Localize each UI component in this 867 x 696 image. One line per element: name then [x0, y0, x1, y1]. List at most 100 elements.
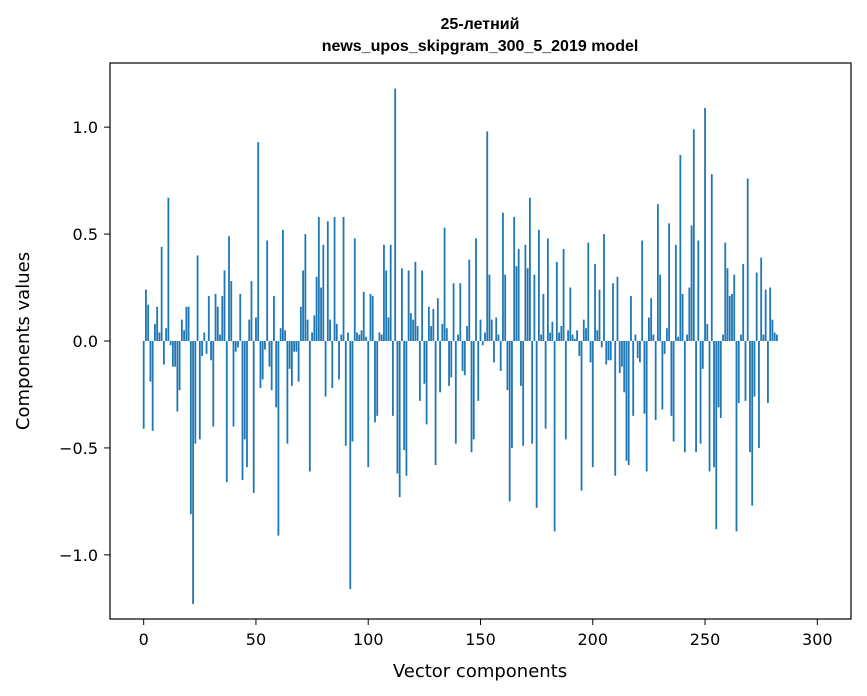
bar-105	[378, 332, 381, 341]
bar-254	[713, 341, 715, 468]
bar-42	[237, 341, 239, 348]
bar-7	[158, 332, 161, 341]
bar-138	[452, 283, 455, 341]
bar-28	[205, 341, 208, 354]
bar-163	[508, 341, 511, 502]
bar-211	[616, 276, 619, 341]
bar-256	[717, 341, 720, 408]
bar-203	[598, 289, 601, 341]
bar-155	[490, 319, 493, 341]
bar-61	[279, 328, 282, 341]
bar-3	[149, 341, 152, 382]
bar-252	[708, 341, 711, 472]
bar-142	[461, 341, 464, 371]
bar-209	[612, 283, 614, 341]
bar-74	[308, 341, 311, 472]
bar-231	[661, 341, 664, 410]
bar-199	[589, 341, 592, 363]
bar-54	[264, 341, 266, 350]
bar-27	[203, 332, 206, 341]
bar-103	[374, 341, 376, 423]
bar-191	[571, 334, 574, 341]
bar-58	[273, 296, 275, 341]
bar-80	[322, 244, 325, 341]
bar-166	[515, 266, 518, 341]
bar-78	[317, 216, 320, 341]
bar-107	[383, 244, 385, 341]
bar-261	[728, 296, 731, 341]
bar-109	[387, 317, 390, 341]
bar-92	[349, 341, 352, 590]
bar-8	[160, 246, 163, 341]
bar-21	[189, 341, 192, 515]
x-tick-label: 250	[690, 630, 721, 649]
bar-0	[142, 341, 145, 429]
bar-97	[360, 330, 363, 341]
bar-159	[499, 341, 502, 371]
bar-9	[162, 341, 165, 365]
bar-270	[749, 341, 751, 453]
bar-139	[454, 341, 457, 444]
chart-title: 25-летний	[441, 16, 520, 33]
bar-218	[632, 341, 635, 416]
bar-220	[636, 341, 639, 359]
bar-71	[302, 270, 305, 341]
bar-99	[365, 336, 367, 341]
bar-59	[275, 341, 278, 408]
bar-13	[171, 341, 174, 367]
bar-205	[603, 234, 605, 341]
bar-150	[479, 319, 482, 341]
bar-275	[760, 257, 763, 341]
bar-194	[578, 341, 581, 356]
bar-154	[488, 274, 491, 341]
bar-174	[533, 274, 536, 341]
bar-198	[587, 242, 590, 341]
bar-268	[744, 341, 747, 401]
bar-44	[241, 341, 244, 480]
bar-100	[367, 341, 370, 468]
y-tick-label: −1.0	[59, 546, 98, 565]
bar-216	[627, 341, 630, 466]
bar-39	[230, 281, 233, 341]
bar-259	[724, 242, 727, 341]
bar-4	[151, 341, 154, 431]
bar-50	[255, 317, 257, 341]
bar-24	[196, 255, 199, 341]
bar-60	[277, 341, 280, 536]
bar-189	[567, 330, 569, 341]
bar-201	[594, 264, 596, 341]
bar-263	[733, 274, 736, 341]
bar-6	[156, 306, 159, 341]
bar-148	[475, 238, 477, 341]
bar-265	[737, 341, 740, 404]
y-axis-title: Components values	[13, 252, 34, 430]
bar-118	[407, 270, 410, 341]
bar-190	[569, 287, 572, 341]
bar-32	[214, 293, 217, 341]
bar-55	[266, 240, 269, 341]
bar-238	[677, 336, 679, 341]
bar-276	[762, 334, 765, 341]
x-tick-label: 100	[353, 630, 384, 649]
bar-196	[582, 319, 585, 341]
bar-47	[248, 319, 251, 341]
bar-110	[389, 244, 392, 341]
bar-173	[531, 341, 534, 444]
bar-165	[513, 216, 516, 341]
bar-81	[324, 341, 327, 397]
bars-group	[142, 88, 778, 605]
bar-147	[472, 341, 475, 440]
bar-215	[625, 341, 628, 461]
y-tick-label: 1.0	[73, 118, 98, 137]
bar-264	[735, 341, 738, 532]
bar-212	[618, 341, 621, 374]
bar-131	[436, 298, 439, 341]
bar-228	[654, 341, 657, 421]
bar-251	[706, 323, 709, 341]
bar-127	[427, 306, 430, 341]
bar-255	[715, 341, 718, 530]
bar-236	[672, 341, 675, 442]
bar-76	[313, 315, 316, 341]
bar-157	[495, 317, 498, 341]
